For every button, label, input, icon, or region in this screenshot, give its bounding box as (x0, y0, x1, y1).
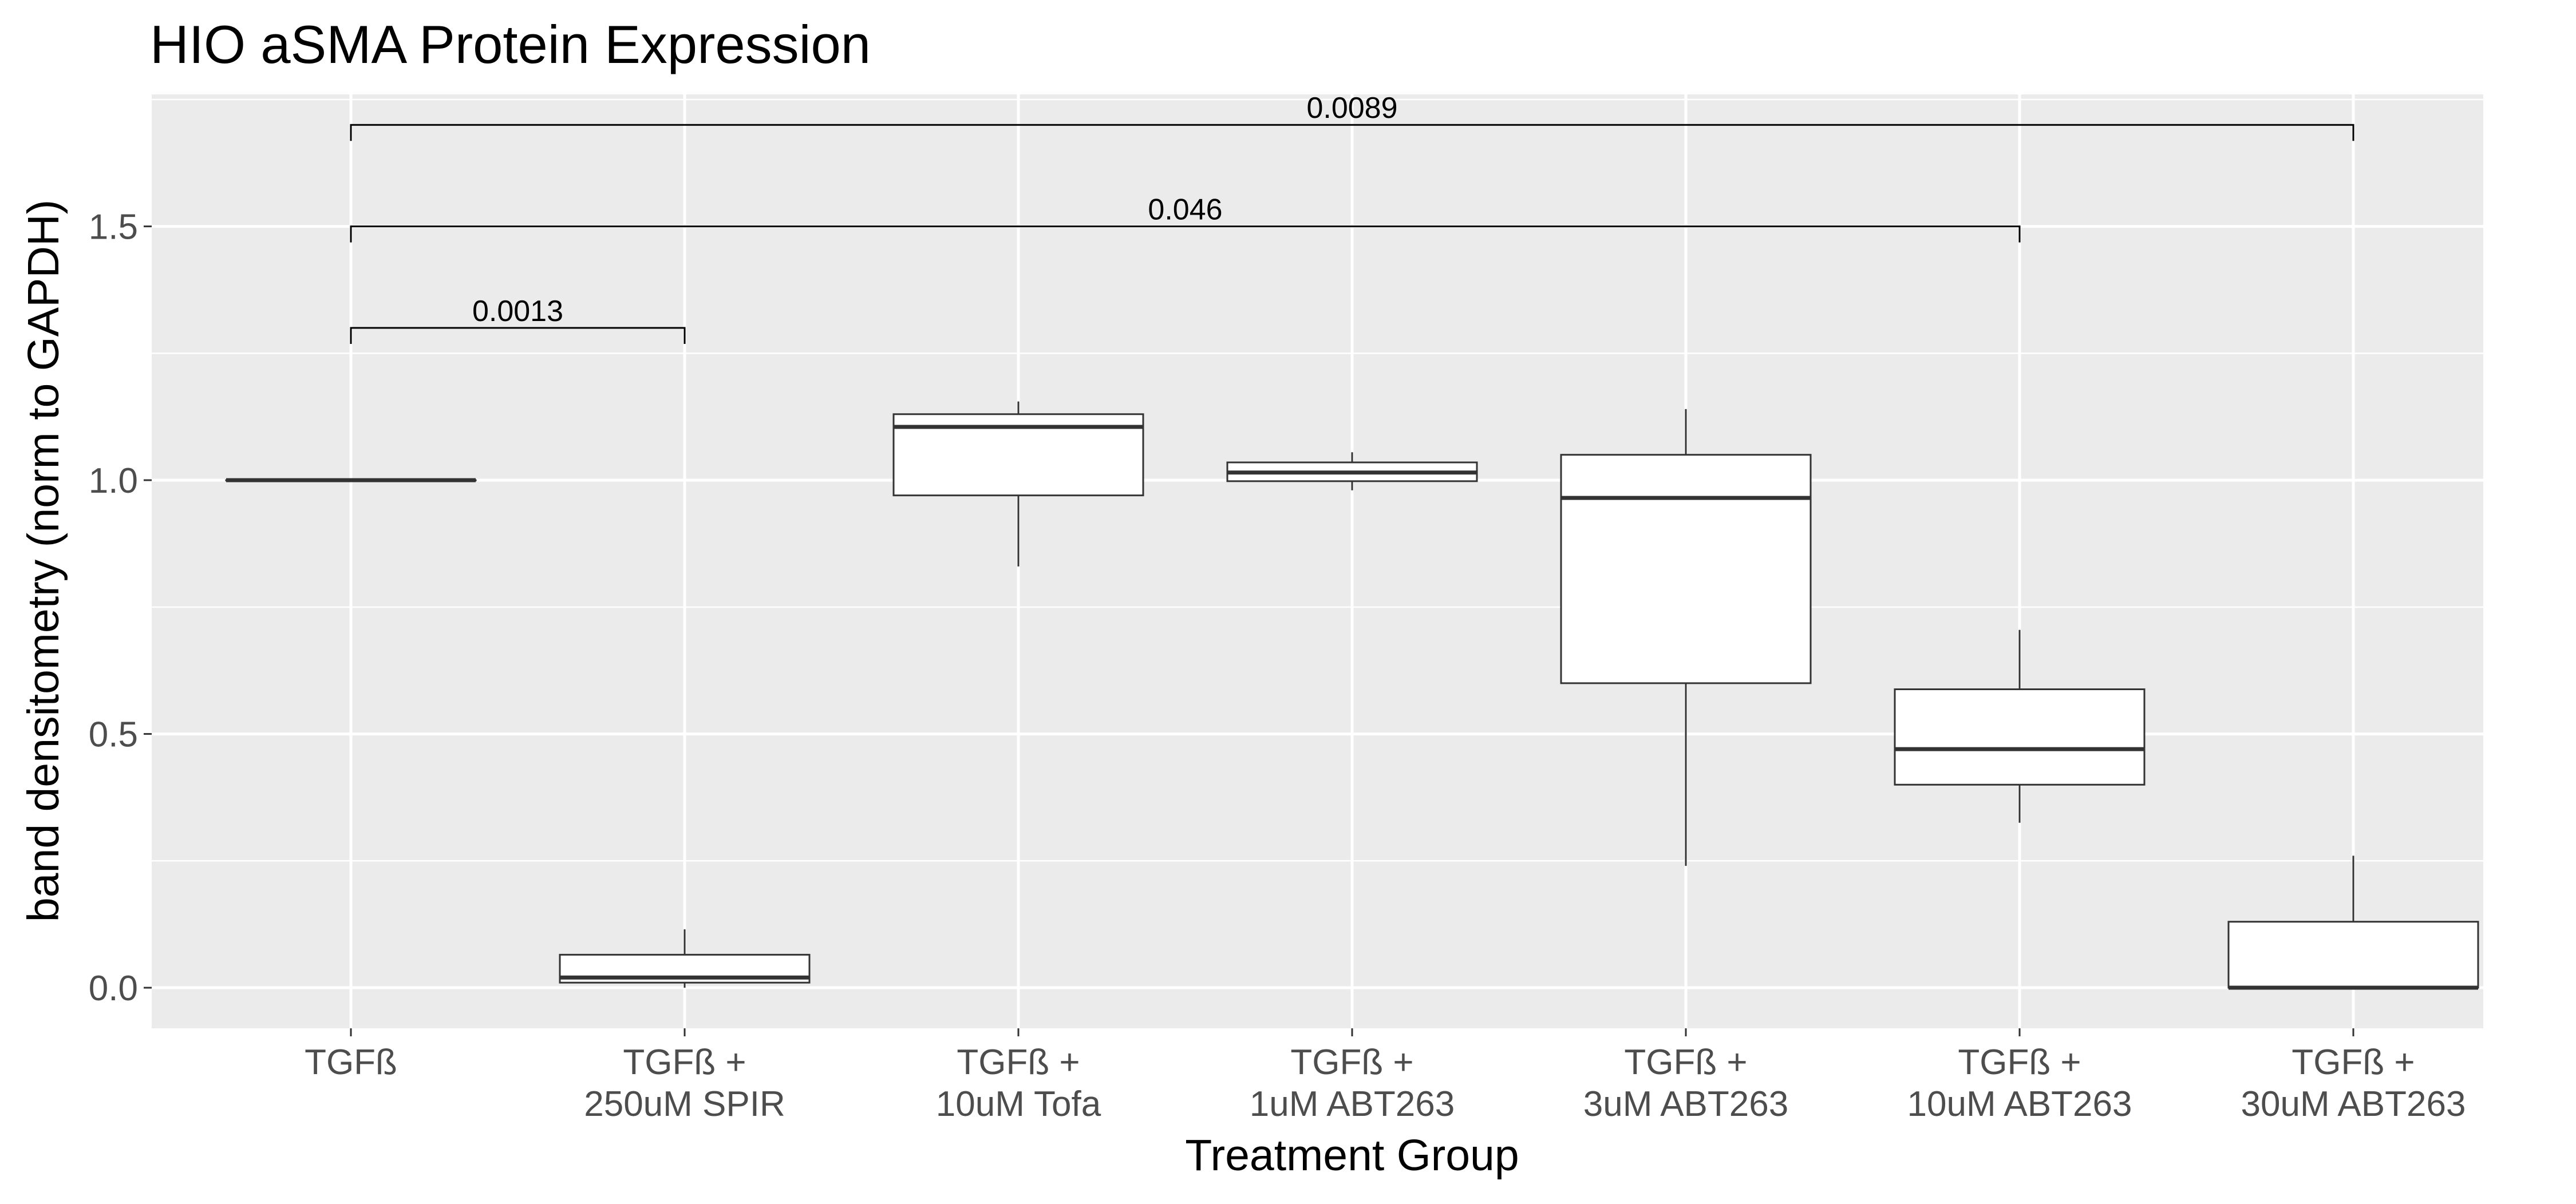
x-tick-label: TGFß (305, 1043, 397, 1082)
box-body (2227, 921, 2479, 989)
y-tick-label: 1.0 (89, 461, 138, 501)
x-tick-label: TGFß + (957, 1043, 1080, 1082)
box-body (1894, 688, 2146, 786)
box-6 (1894, 629, 2146, 823)
box-3 (892, 401, 1144, 567)
significance-bracket (350, 327, 686, 344)
x-tick-label: TGFß + (1290, 1043, 1413, 1082)
significance-bracket (350, 225, 2021, 243)
y-tick-label: 1.5 (89, 208, 138, 247)
x-tick-label-line2: 10uM Tofa (936, 1084, 1101, 1124)
x-tick-label-line2: 10uM ABT263 (1907, 1084, 2132, 1124)
x-tick-label-line2: 1uM ABT263 (1250, 1084, 1455, 1124)
significance-layer: 0.0013 0.046 0.0089 (350, 92, 2354, 344)
x-tick-label: TGFß + (1958, 1043, 2081, 1082)
x-tick-label: TGFß + (623, 1043, 746, 1082)
plot-panel (152, 94, 2483, 1028)
p-value-label: 0.0089 (1306, 92, 1397, 125)
box-layer (225, 401, 2479, 990)
chart-title: HIO aSMA Protein Expression (150, 14, 871, 74)
box-5 (1560, 409, 1812, 866)
box-7 (2227, 856, 2479, 990)
p-value-label: 0.046 (1148, 193, 1222, 227)
p-value-label: 0.0013 (472, 295, 563, 328)
significance-bracket (350, 124, 2354, 141)
y-axis-title: band densitometry (norm to GAPDH) (19, 200, 68, 922)
box-2 (559, 929, 811, 988)
y-tick-label: 0.5 (89, 715, 138, 755)
x-tick-label: TGFß + (1624, 1043, 1747, 1082)
x-tick-label-line2: 3uM ABT263 (1583, 1084, 1788, 1124)
x-axis-title: Treatment Group (1185, 1131, 1519, 1180)
box-body (1560, 454, 1812, 684)
x-tick-label-line2: 30uM ABT263 (2241, 1084, 2466, 1124)
x-tick-label: TGFß + (2291, 1043, 2415, 1082)
y-tick-label: 0.0 (89, 969, 138, 1008)
box-4 (1226, 452, 1478, 490)
box-1 (225, 478, 477, 482)
y-axis: 0.0 0.5 1.0 1.5 (89, 208, 152, 1008)
x-tick-label-line2: 250uM SPIR (584, 1084, 785, 1124)
